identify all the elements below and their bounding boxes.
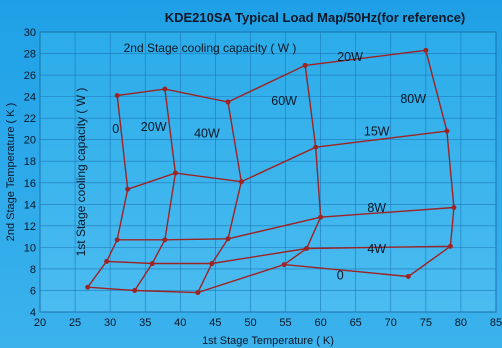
- data-point-6-3: [304, 246, 309, 251]
- x-axis-label: 1st Stage Temperature ( K): [202, 335, 334, 347]
- curve-labels: 0 20W 40W 60W 80W 20W 15W 8W 4W 0: [112, 50, 426, 283]
- data-point-5-1: [132, 288, 138, 293]
- y-tick-label-13: 30: [24, 27, 36, 39]
- x-tick-labels: 20 25 30 35 40 45 50 55 60 65 70 75 80 85: [34, 317, 502, 329]
- curve-label-7: 8W: [367, 201, 386, 215]
- data-point-7-2: [225, 236, 231, 242]
- data-point-8-4: [444, 128, 450, 134]
- chart-title: KDE210SA Typical Load Map/50Hz(for refer…: [165, 10, 466, 25]
- curve-label-1: 20W: [141, 120, 167, 134]
- curve-label-2: 40W: [194, 127, 220, 141]
- x-tick-label-11: 75: [420, 317, 432, 329]
- y-tick-label-2: 8: [30, 264, 36, 276]
- data-point-7-1: [162, 237, 168, 243]
- data-point-7-3: [318, 214, 324, 220]
- y-axis-label: 2nd Stage Temperature ( K ): [5, 103, 17, 242]
- y-tick-label-12: 28: [24, 49, 36, 61]
- data-point-5-0: [85, 284, 91, 290]
- data-point-9-1: [162, 86, 168, 92]
- x-tick-label-1: 25: [69, 317, 81, 329]
- data-point-7-0: [114, 237, 120, 243]
- y-tick-label-6: 16: [24, 178, 36, 190]
- x-tick-label-10: 70: [385, 317, 397, 329]
- data-point-5-2: [195, 290, 201, 296]
- x-tick-label-6: 50: [244, 317, 256, 329]
- data-point-8-0: [125, 186, 131, 192]
- y-tick-label-10: 24: [24, 92, 36, 104]
- y-tick-label-0: 4: [30, 307, 36, 319]
- curve-label-9: 0: [337, 269, 344, 283]
- x-tick-label-4: 40: [174, 317, 186, 329]
- data-point-9-4: [423, 47, 429, 53]
- x-tick-label-3: 35: [139, 317, 151, 329]
- x-tick-label-12: 80: [455, 317, 467, 329]
- y-tick-label-11: 26: [24, 70, 36, 82]
- x-tick-label-2: 30: [104, 317, 116, 329]
- grid-lines: [39, 31, 497, 313]
- curve-label-5: 20W: [337, 50, 363, 64]
- data-point-6-1: [149, 261, 155, 266]
- plot-area: [39, 31, 497, 313]
- x-tick-label-7: 55: [279, 317, 291, 329]
- curve-label-6: 15W: [364, 124, 390, 138]
- curve-label-4: 80W: [400, 92, 426, 106]
- y-tick-label-8: 20: [24, 135, 36, 147]
- data-points: [85, 47, 457, 296]
- data-point-6-0: [104, 258, 110, 264]
- data-point-6-2: [209, 261, 215, 266]
- x-tick-label-8: 60: [314, 317, 326, 329]
- y-tick-labels: 4 6 8 10 12 14 16 18 20 22 24 26 28 30: [24, 27, 36, 319]
- curve-label-3: 60W: [271, 94, 297, 108]
- data-point-8-1: [172, 170, 178, 176]
- data-point-9-0: [114, 93, 120, 98]
- y-tick-label-4: 12: [24, 221, 36, 233]
- x-tick-label-9: 65: [350, 317, 362, 329]
- y-tick-label-7: 18: [24, 156, 36, 168]
- curve-label-8: 4W: [367, 242, 386, 256]
- data-point-9-3: [302, 62, 308, 68]
- data-point-7-4: [451, 205, 457, 210]
- data-point-9-2: [225, 99, 231, 105]
- x-tick-label-0: 20: [34, 317, 46, 329]
- data-point-8-3: [313, 144, 319, 150]
- data-point-8-2: [238, 179, 244, 185]
- x-tick-label-13: 85: [490, 317, 502, 329]
- data-point-5-4: [405, 274, 411, 279]
- y-tick-label-1: 6: [30, 285, 36, 297]
- y-tick-label-9: 22: [24, 113, 36, 125]
- y-tick-label-5: 14: [24, 199, 36, 211]
- stage2-capacity-title: 2nd Stage cooling capacity ( W ): [124, 41, 297, 55]
- data-point-6-4: [448, 243, 453, 249]
- x-tick-label-5: 45: [209, 317, 221, 329]
- data-point-5-3: [281, 262, 287, 268]
- curve-label-0: 0: [112, 122, 119, 136]
- y-tick-label-3: 10: [24, 242, 36, 254]
- stage1-capacity-title: 1st Stage cooling capacity ( W ): [74, 88, 88, 257]
